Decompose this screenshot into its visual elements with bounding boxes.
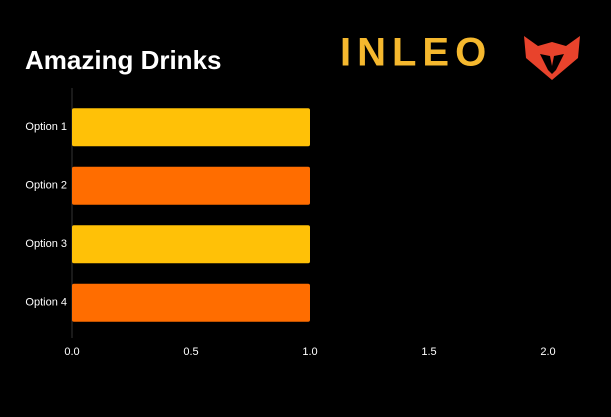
x-tick-label: 1.0 [302, 346, 317, 358]
logo-icon [524, 36, 580, 80]
x-tick-label: 1.5 [421, 346, 436, 358]
chart-title: Amazing Drinks [25, 45, 222, 75]
y-tick-label: Option 2 [25, 180, 67, 192]
y-tick-label: Option 4 [25, 297, 67, 309]
bar [72, 108, 310, 147]
bar [72, 166, 310, 205]
x-tick-label: 0.0 [64, 346, 79, 358]
bar [72, 283, 310, 322]
y-tick-label: Option 1 [25, 121, 67, 133]
x-tick-label: 2.0 [540, 346, 555, 358]
bar [72, 225, 310, 264]
logo-text: INLEO [340, 31, 492, 75]
x-tick-label: 0.5 [183, 346, 198, 358]
y-tick-label: Option 3 [25, 238, 67, 250]
